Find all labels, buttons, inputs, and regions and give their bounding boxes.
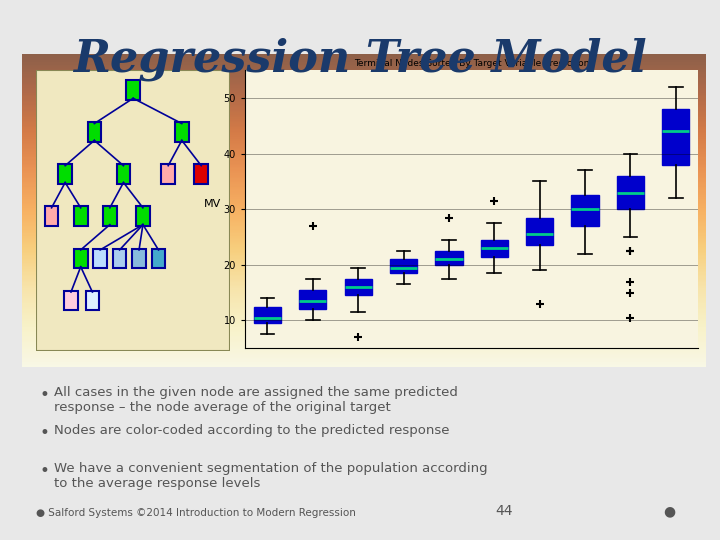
Text: Regression Tree Model: Regression Tree Model: [73, 38, 647, 82]
Bar: [45, 206, 58, 226]
Text: 44: 44: [495, 504, 513, 518]
Bar: [113, 248, 127, 268]
PathPatch shape: [526, 218, 553, 245]
Text: All cases in the given node are assigned the same predicted
response – the node : All cases in the given node are assigned…: [54, 386, 458, 414]
Title: Terminal Nodes Sorted By Target Variable Prediction: Terminal Nodes Sorted By Target Variable…: [354, 59, 589, 68]
Bar: [117, 164, 130, 184]
PathPatch shape: [617, 176, 644, 209]
Text: ● Salford Systems ©2014 Introduction to Modern Regression: ● Salford Systems ©2014 Introduction to …: [36, 508, 356, 518]
Bar: [64, 291, 78, 310]
Bar: [74, 206, 88, 226]
Bar: [58, 164, 72, 184]
PathPatch shape: [345, 279, 372, 295]
PathPatch shape: [390, 259, 417, 273]
PathPatch shape: [300, 290, 326, 309]
Text: We have a convenient segmentation of the population according
to the average res: We have a convenient segmentation of the…: [54, 462, 487, 490]
Text: •: •: [40, 462, 50, 480]
Bar: [132, 248, 146, 268]
Text: Nodes are color-coded according to the predicted response: Nodes are color-coded according to the p…: [54, 424, 449, 437]
Bar: [103, 206, 117, 226]
PathPatch shape: [662, 109, 689, 165]
Bar: [175, 122, 189, 142]
Text: •: •: [40, 386, 50, 404]
Bar: [194, 164, 208, 184]
Bar: [152, 248, 166, 268]
Text: •: •: [40, 424, 50, 442]
PathPatch shape: [572, 195, 598, 226]
Bar: [74, 248, 88, 268]
Bar: [136, 206, 150, 226]
PathPatch shape: [481, 240, 508, 256]
Bar: [88, 122, 101, 142]
Bar: [94, 248, 107, 268]
Text: ●: ●: [664, 504, 675, 518]
Bar: [127, 80, 140, 100]
Bar: [86, 291, 99, 310]
PathPatch shape: [436, 251, 462, 265]
PathPatch shape: [254, 307, 281, 323]
Bar: [161, 164, 175, 184]
Y-axis label: MV: MV: [204, 199, 221, 209]
